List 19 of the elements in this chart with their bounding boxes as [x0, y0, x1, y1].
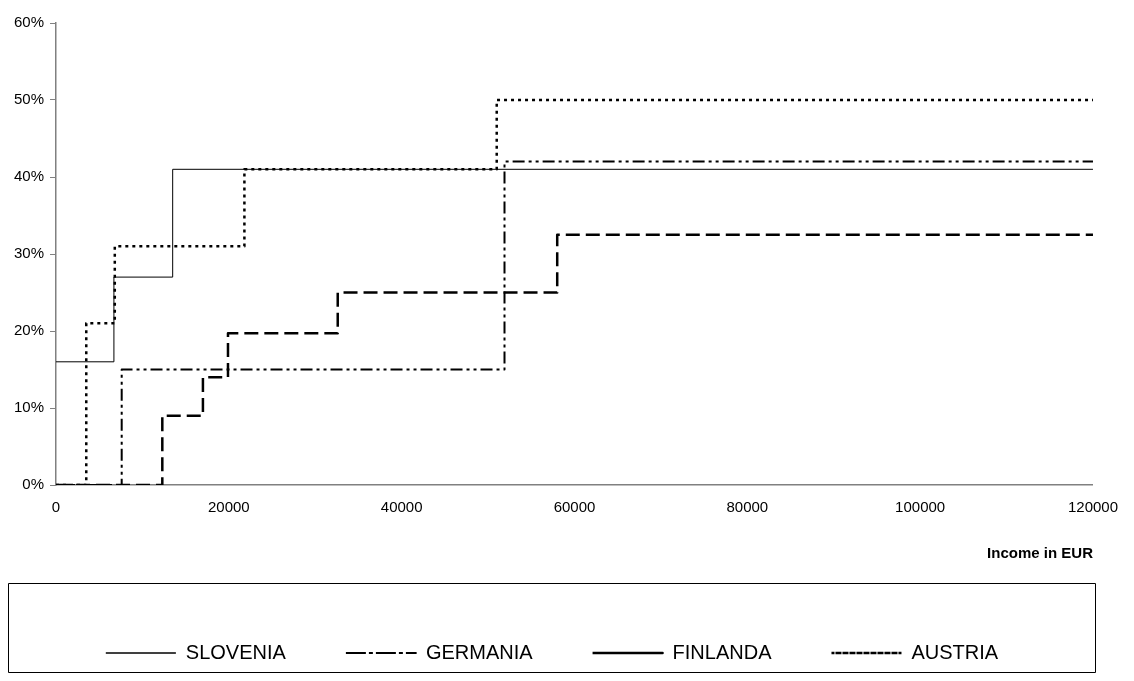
y-tick-label: 10% — [13, 398, 45, 416]
legend-label: SLOVENIA — [185, 640, 287, 663]
x-tick-label: 0 — [51, 498, 61, 516]
legend-label: AUSTRIA — [911, 640, 999, 663]
x-tick-label: 100000 — [895, 498, 946, 516]
x-tick-label: 40000 — [380, 498, 423, 516]
y-tick-label: 0% — [22, 475, 45, 493]
y-tick-label: 60% — [13, 13, 45, 31]
y-tick-label: 50% — [13, 90, 45, 108]
x-tick-label: 60000 — [553, 498, 596, 516]
x-tick-label: 20000 — [207, 498, 250, 516]
y-tick-label: 40% — [13, 167, 45, 185]
x-tick-label: 80000 — [726, 498, 769, 516]
legend-label: GERMANIA — [425, 640, 534, 663]
x-tick-label: 120000 — [1067, 498, 1118, 516]
y-tick-label: 20% — [13, 321, 45, 339]
x-axis-title: Income in EUR — [987, 544, 1094, 562]
legend-label: FINLANDA — [672, 640, 773, 663]
y-tick-label: 30% — [13, 244, 45, 262]
